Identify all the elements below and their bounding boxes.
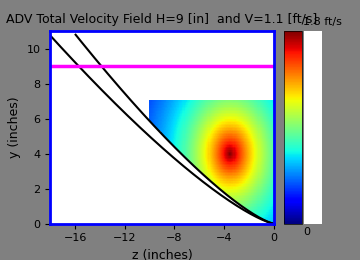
Text: 1.8 ft/s: 1.8 ft/s [303, 17, 342, 27]
Text: 0: 0 [303, 228, 310, 237]
X-axis label: z (inches): z (inches) [132, 249, 192, 260]
Y-axis label: y (inches): y (inches) [8, 96, 21, 158]
Title: ADV Total Velocity Field H=9 [in]  and V=1.1 [ft/s]: ADV Total Velocity Field H=9 [in] and V=… [6, 13, 318, 26]
